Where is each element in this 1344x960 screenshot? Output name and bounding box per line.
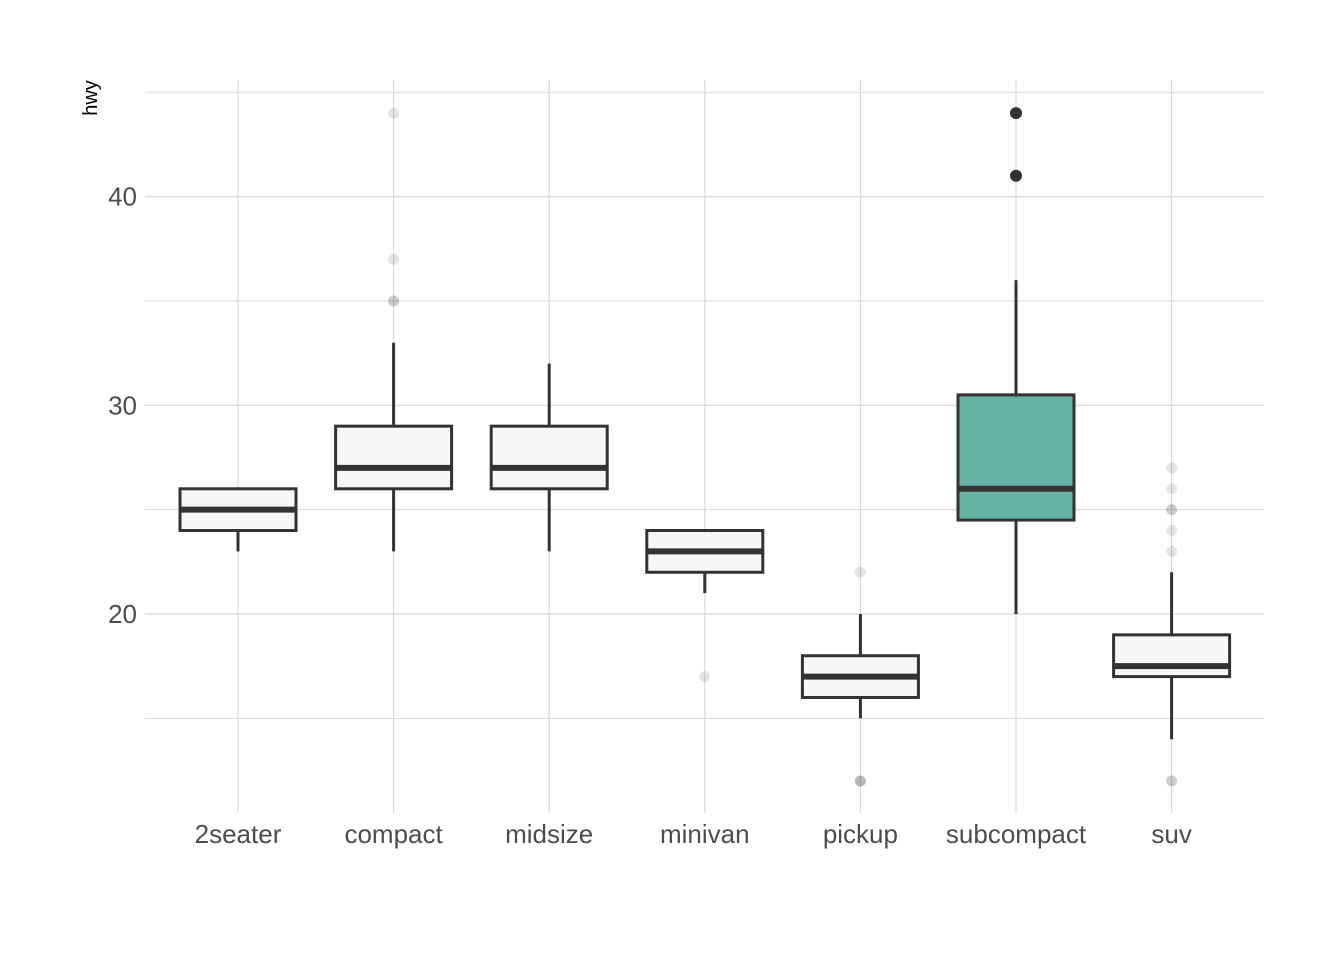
x-tick-label: subcompact [946,819,1087,849]
outlier-point [1166,504,1178,516]
outlier-point [388,295,400,307]
y-axis-title: hwy [80,80,102,116]
box-compact [334,342,454,552]
y-tick-label: 30 [108,390,137,420]
outlier-point [1166,775,1178,787]
highlight-outliers [1010,107,1022,182]
outlier-point [1166,525,1178,537]
outlier-point [699,671,711,683]
box-suv [1112,572,1232,740]
box-subcompact [956,280,1076,614]
y-tick-label: 20 [108,599,137,629]
x-tick-labels: 2seater compact midsize minivan pickup subcom… [195,819,1192,849]
outlier-point [1010,107,1022,120]
x-tick-label: compact [344,819,443,849]
box-minivan [645,529,765,594]
box-rect [489,424,609,491]
box-midsize [489,363,609,552]
outlier-point [1010,169,1022,182]
outlier-point [388,107,400,119]
x-tick-label: pickup [823,819,898,849]
outlier-point [388,253,400,265]
box-rect [334,424,454,491]
box-rect [956,393,1076,522]
x-tick-label: midsize [505,819,593,849]
box-pickup [800,614,920,719]
outlier-point [1166,483,1178,495]
boxes [178,280,1232,740]
box-rect [1112,633,1232,679]
outlier-point [388,295,400,307]
y-tick-labels: 20 30 40 [108,182,137,629]
faded-outliers [388,107,1178,787]
outlier-point [854,775,866,787]
y-tick-label: 40 [108,182,137,212]
outlier-point [1166,462,1178,474]
outlier-point [854,566,866,578]
outlier-point [854,775,866,787]
x-tick-label: minivan [660,819,750,849]
x-tick-label: suv [1151,819,1191,849]
outlier-point [1166,504,1178,516]
outlier-point [1166,775,1178,787]
outlier-point [1166,545,1178,557]
x-tick-label: 2seater [195,819,282,849]
box-2seater [178,487,298,552]
outlier-point [854,775,866,787]
